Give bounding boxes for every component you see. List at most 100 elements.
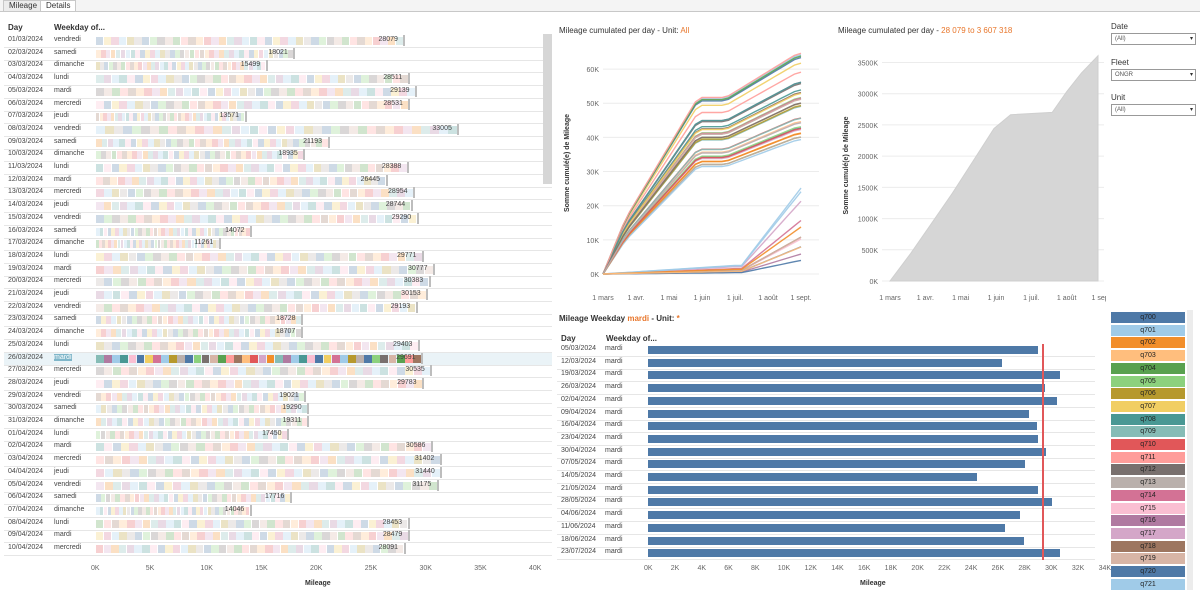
stacked-segment[interactable]: [203, 227, 208, 236]
stacked-segment[interactable]: [355, 443, 364, 452]
stacked-segment[interactable]: [226, 494, 232, 503]
stacked-segment[interactable]: [111, 329, 117, 338]
stacked-segment[interactable]: [120, 214, 128, 223]
stacked-segment[interactable]: [120, 354, 129, 363]
stacked-segment[interactable]: [261, 202, 269, 211]
stacked-segment[interactable]: [106, 151, 112, 160]
stacked-segment[interactable]: [244, 430, 249, 439]
stacked-segment[interactable]: [219, 316, 224, 325]
stacked-segment[interactable]: [414, 443, 423, 452]
stacked-segment[interactable]: [157, 316, 163, 325]
stacked-segment[interactable]: [280, 405, 286, 414]
stacked-segment[interactable]: [431, 456, 440, 465]
stacked-segment[interactable]: [280, 37, 288, 45]
stacked-segment[interactable]: [387, 202, 395, 211]
stacked-segment[interactable]: [299, 100, 307, 109]
stacked-segment[interactable]: [116, 392, 122, 401]
stacked-segment[interactable]: [182, 202, 191, 211]
stacked-segment[interactable]: [357, 189, 366, 198]
stacked-segment[interactable]: [264, 265, 273, 274]
stacked-segment[interactable]: [259, 164, 267, 172]
stacked-segment[interactable]: [263, 443, 272, 452]
stacked-segment[interactable]: [242, 252, 251, 261]
stacked-segment[interactable]: [221, 443, 230, 452]
stacked-segment[interactable]: [171, 443, 180, 452]
stacked-segment[interactable]: [204, 176, 212, 185]
stacked-segment[interactable]: [291, 418, 297, 426]
stacked-segment[interactable]: [126, 240, 130, 249]
stacked-segment[interactable]: [259, 75, 268, 84]
stacked-segment[interactable]: [303, 303, 312, 312]
stacked-segment[interactable]: [264, 214, 273, 223]
stacked-segment[interactable]: [370, 278, 379, 287]
stacked-segment[interactable]: [120, 341, 128, 350]
stacked-segment[interactable]: [96, 37, 104, 45]
stacked-segment[interactable]: [193, 62, 198, 71]
stacked-segment[interactable]: [148, 240, 152, 249]
stacked-segment[interactable]: [136, 138, 143, 147]
stacked-segment[interactable]: [204, 278, 213, 287]
stacked-segment[interactable]: [337, 341, 346, 350]
stacked-segment[interactable]: [166, 240, 170, 249]
stacked-segment[interactable]: [330, 367, 339, 376]
stacked-segment[interactable]: [213, 240, 216, 249]
stacked-segment[interactable]: [351, 291, 360, 299]
stacked-segment[interactable]: [217, 494, 222, 503]
stacked-segment[interactable]: [348, 125, 358, 134]
stacked-segment[interactable]: [262, 189, 271, 198]
table-row[interactable]: 28/05/2024 mardi: [557, 496, 1095, 510]
stacked-segment[interactable]: [411, 481, 420, 490]
stacked-segment[interactable]: [125, 138, 131, 147]
stacked-segment[interactable]: [100, 430, 106, 439]
stacked-segment[interactable]: [184, 227, 189, 236]
stacked-segment[interactable]: [247, 392, 252, 401]
stacked-segment[interactable]: [353, 100, 362, 109]
stacked-segment[interactable]: [270, 329, 275, 338]
stacked-segment[interactable]: [311, 468, 320, 477]
stacked-segment[interactable]: [329, 341, 338, 350]
stacked-segment[interactable]: [138, 456, 148, 465]
stacked-segment[interactable]: [154, 367, 163, 376]
stacked-segment[interactable]: [104, 443, 113, 452]
stacked-segment[interactable]: [249, 481, 258, 490]
stacked-segment[interactable]: [380, 545, 388, 553]
stacked-segment[interactable]: [345, 468, 354, 477]
stacked-segment[interactable]: [192, 214, 200, 223]
stacked-segment[interactable]: [96, 545, 104, 553]
stacked-segment[interactable]: [244, 62, 249, 71]
stacked-segment[interactable]: [348, 252, 357, 261]
stacked-segment[interactable]: [327, 303, 336, 312]
stacked-segment[interactable]: [328, 468, 337, 477]
stacked-segment[interactable]: [362, 468, 372, 477]
stacked-segment[interactable]: [386, 481, 395, 490]
stacked-segment[interactable]: [389, 189, 397, 198]
stacked-segment[interactable]: [201, 379, 210, 388]
stacked-segment[interactable]: [399, 164, 407, 172]
stacked-segment[interactable]: [285, 456, 294, 465]
stacked-segment[interactable]: [252, 100, 260, 109]
stacked-segment[interactable]: [324, 379, 333, 388]
stacked-segment[interactable]: [211, 545, 219, 553]
stacked-segment[interactable]: [211, 227, 216, 236]
stacked-segment[interactable]: [252, 62, 257, 71]
stacked-segment[interactable]: [313, 341, 322, 350]
stacked-segment[interactable]: [149, 545, 158, 553]
stacked-segment[interactable]: [250, 379, 259, 388]
stacked-segment[interactable]: [215, 87, 224, 96]
table-row[interactable]: 23/07/2024 mardi: [557, 547, 1095, 561]
stacked-segment[interactable]: [196, 418, 202, 426]
stacked-segment[interactable]: [367, 87, 375, 96]
stacked-segment[interactable]: [135, 49, 141, 58]
stacked-segment[interactable]: [266, 354, 275, 363]
stacked-segment[interactable]: [203, 329, 209, 338]
stacked-segment[interactable]: [282, 164, 290, 172]
stacked-segment[interactable]: [111, 532, 120, 541]
stacked-segment[interactable]: [148, 138, 154, 147]
stacked-segment[interactable]: [153, 392, 159, 401]
stacked-segment[interactable]: [229, 113, 234, 122]
stacked-segment[interactable]: [276, 456, 285, 465]
table-row[interactable]: 14/05/2024 mardi: [557, 471, 1095, 484]
stacked-segment[interactable]: [399, 303, 408, 312]
stacked-segment[interactable]: [127, 189, 136, 198]
stacked-segment[interactable]: [272, 151, 278, 160]
